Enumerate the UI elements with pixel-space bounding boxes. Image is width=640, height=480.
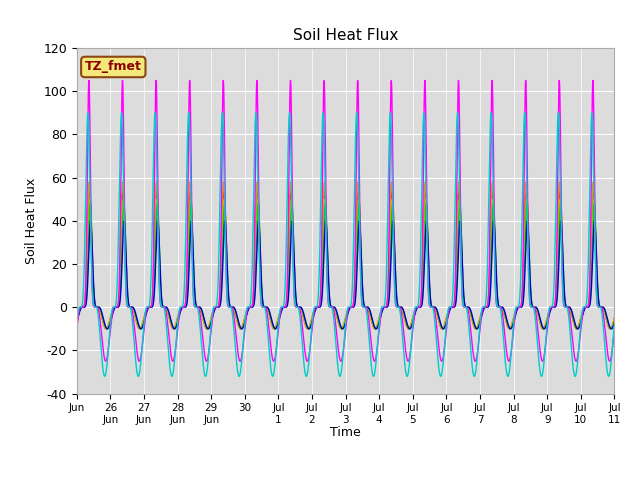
SHF_1 — [387, 134, 394, 140]
SHF2 — [401, 317, 408, 323]
SHF_2 — [326, 304, 333, 310]
SHF5 — [87, 218, 95, 224]
SHF1 — [73, 316, 81, 322]
SHF1 — [86, 186, 93, 192]
SHF2 — [611, 314, 618, 320]
SHF_2 — [280, 303, 287, 309]
SHF5 — [401, 312, 408, 317]
SHF_1 — [611, 326, 618, 332]
Line: SHF3: SHF3 — [77, 199, 614, 329]
SHF1 — [92, 304, 99, 310]
SHF_1 — [85, 78, 93, 84]
SHF3 — [73, 317, 81, 323]
SHF1 — [387, 231, 394, 237]
SHF1 — [611, 316, 618, 322]
X-axis label: Time: Time — [330, 426, 361, 439]
Line: SHF_1: SHF_1 — [77, 81, 614, 361]
SHF_1 — [326, 304, 333, 310]
SHF_2 — [605, 373, 612, 379]
SHF_1 — [483, 304, 491, 310]
SHF_1 — [401, 339, 408, 345]
SHF2 — [92, 304, 99, 310]
SHF5 — [611, 320, 618, 325]
Line: SHF2: SHF2 — [77, 182, 614, 329]
SHF5 — [73, 320, 81, 325]
Y-axis label: Soil Heat Flux: Soil Heat Flux — [25, 178, 38, 264]
SHF3 — [280, 304, 287, 310]
SHF2 — [387, 213, 394, 219]
SHF3 — [387, 250, 394, 255]
SHF2 — [85, 179, 93, 185]
SHF4 — [401, 313, 408, 319]
SHF_2 — [84, 110, 92, 116]
SHF2 — [280, 304, 287, 310]
SHF3 — [607, 326, 614, 332]
Text: TZ_fmet: TZ_fmet — [85, 60, 141, 73]
SHF1 — [483, 304, 491, 310]
SHF4 — [326, 298, 333, 303]
SHF4 — [483, 304, 491, 310]
SHF3 — [86, 196, 93, 202]
SHF4 — [607, 326, 615, 332]
SHF1 — [401, 316, 408, 322]
SHF4 — [73, 318, 81, 324]
SHF3 — [483, 304, 491, 310]
SHF4 — [86, 201, 94, 206]
SHF2 — [483, 304, 491, 310]
SHF5 — [326, 296, 333, 301]
SHF1 — [326, 302, 333, 308]
SHF_1 — [92, 304, 99, 310]
SHF5 — [483, 304, 491, 310]
SHF_2 — [387, 110, 394, 116]
SHF_2 — [401, 360, 408, 366]
SHF5 — [280, 304, 287, 310]
SHF3 — [401, 314, 408, 320]
SHF5 — [92, 303, 99, 309]
SHF_2 — [483, 279, 491, 285]
SHF_2 — [92, 304, 99, 310]
SHF_1 — [280, 304, 287, 310]
SHF_2 — [611, 320, 618, 326]
SHF3 — [92, 304, 99, 310]
SHF3 — [326, 300, 333, 306]
SHF2 — [606, 326, 614, 332]
SHF2 — [326, 303, 333, 309]
SHF_2 — [73, 320, 81, 326]
Line: SHF_2: SHF_2 — [77, 113, 614, 376]
SHF2 — [73, 314, 81, 320]
SHF3 — [611, 317, 618, 323]
SHF5 — [387, 278, 394, 284]
Title: Soil Heat Flux: Soil Heat Flux — [293, 28, 398, 43]
Line: SHF5: SHF5 — [77, 221, 614, 329]
SHF_1 — [606, 358, 614, 364]
SHF4 — [387, 263, 394, 269]
SHF5 — [607, 326, 615, 332]
SHF4 — [611, 318, 618, 324]
SHF1 — [607, 326, 614, 332]
Line: SHF4: SHF4 — [77, 204, 614, 329]
SHF4 — [92, 304, 99, 310]
SHF1 — [280, 304, 287, 310]
Line: SHF1: SHF1 — [77, 189, 614, 329]
SHF_1 — [73, 326, 81, 332]
SHF4 — [280, 304, 287, 310]
